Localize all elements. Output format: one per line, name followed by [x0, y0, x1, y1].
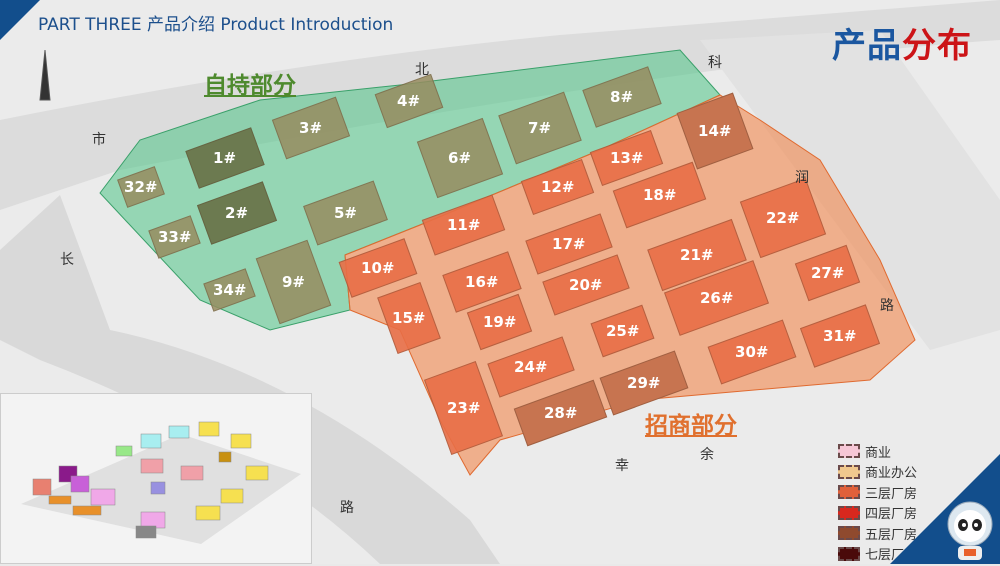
- road-label: 北: [415, 62, 429, 78]
- legend-item: 商业: [838, 441, 917, 462]
- building-label: 15#: [392, 309, 426, 328]
- building-label: 7#: [528, 119, 552, 138]
- legend-swatch: [838, 505, 860, 520]
- building-label: 3#: [299, 119, 323, 138]
- building-label: 14#: [698, 122, 732, 141]
- north-arrow-icon: [39, 49, 51, 101]
- legend-swatch: [838, 526, 860, 541]
- headline-red: 分布: [902, 26, 972, 66]
- legend-swatch: [838, 485, 860, 500]
- building-label: 22#: [766, 209, 800, 228]
- building-label: 10#: [361, 259, 395, 278]
- building-label: 29#: [627, 374, 661, 393]
- building-label: 26#: [699, 289, 733, 308]
- road-label: 路: [340, 500, 354, 516]
- legend-label: 商业: [865, 445, 892, 461]
- building-label: 30#: [735, 343, 769, 362]
- legend-swatch: [838, 464, 860, 479]
- building-label: 1#: [213, 149, 237, 168]
- building-label: 6#: [448, 149, 472, 168]
- building-label: 9#: [281, 273, 305, 292]
- road-label: 余: [700, 447, 714, 463]
- legend-swatch: [838, 444, 860, 459]
- building-label: 23#: [446, 399, 480, 418]
- building-label: 20#: [569, 276, 603, 295]
- zone-label-self-held: 自持部分: [204, 73, 296, 99]
- building-label: 12#: [540, 178, 574, 197]
- building-label: 17#: [552, 235, 586, 254]
- building-label: 19#: [482, 313, 516, 332]
- road-label: 科: [708, 55, 722, 71]
- road-label: 幸: [615, 458, 629, 474]
- building-label: 16#: [465, 273, 499, 292]
- building-label: 28#: [543, 404, 577, 423]
- building-label: 32#: [124, 178, 158, 197]
- building-label: 5#: [333, 204, 357, 223]
- headline: 产品分布: [832, 18, 972, 67]
- building-label: 24#: [514, 358, 548, 377]
- building-label: 13#: [609, 149, 643, 168]
- headline-blue: 产品: [832, 26, 902, 66]
- building-label: 34#: [212, 281, 246, 300]
- road-label: 润: [795, 170, 809, 186]
- building-label: 18#: [642, 186, 676, 205]
- building-label: 11#: [446, 216, 480, 235]
- road-label: 长: [60, 252, 74, 268]
- building-label: 31#: [823, 327, 857, 346]
- building-label: 27#: [810, 264, 844, 283]
- road-label: 路: [880, 298, 894, 314]
- road-label: 市: [92, 132, 106, 148]
- building-label: 33#: [157, 228, 191, 247]
- zone-label-leasing: 招商部分: [645, 413, 737, 439]
- panda-mascot-icon: [943, 500, 997, 562]
- building-label: 21#: [680, 246, 714, 265]
- building-label: 8#: [610, 88, 634, 107]
- page-title: PART THREE 产品介绍 Product Introduction: [38, 15, 394, 35]
- building-label: 25#: [605, 322, 639, 341]
- legend-swatch: [838, 546, 860, 561]
- corner-decoration: [0, 0, 40, 40]
- 3d-rendering-inset: [0, 393, 312, 564]
- building-label: 2#: [225, 204, 249, 223]
- building-label: 4#: [397, 92, 421, 111]
